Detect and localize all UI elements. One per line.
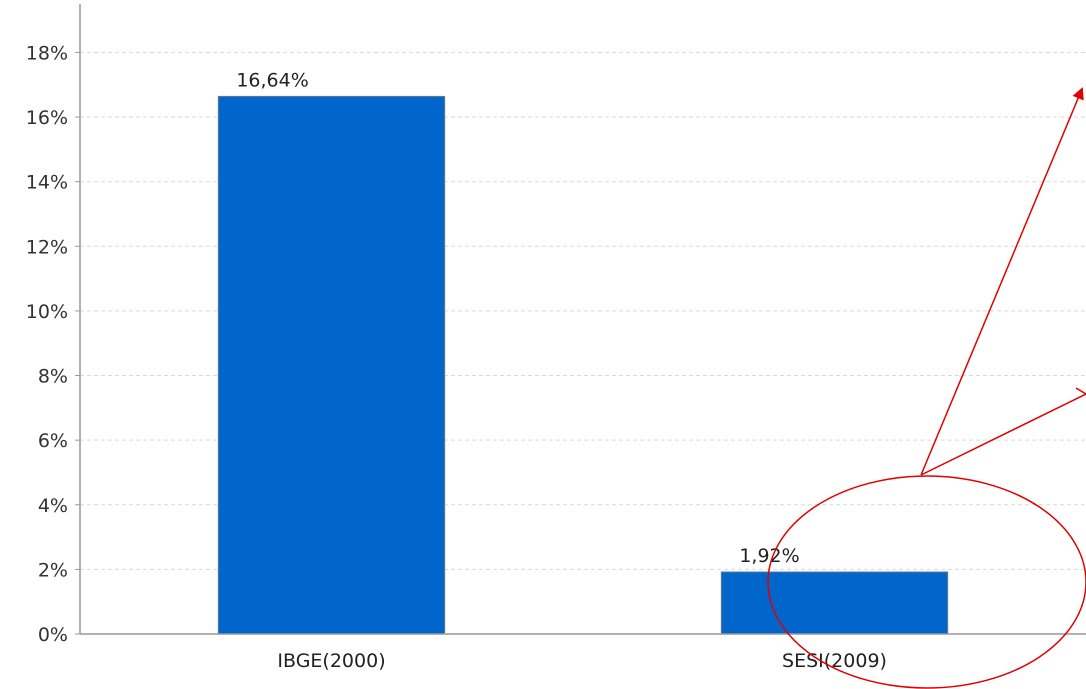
highlight-annotation [767, 87, 1086, 689]
bars [217, 95, 949, 635]
y-axis-ticks: 0% 2% 4% 6% 8% 10% 12% 14% 16% 18% [26, 42, 80, 646]
bar-value-label: 1,92% [739, 545, 799, 567]
highlight-ellipse [767, 475, 1086, 689]
bar-sesi-2009 [720, 571, 949, 635]
x-axis-categories: IBGE(2000) SESI(2009) [277, 650, 887, 672]
bar-value-label: 16,64% [236, 69, 308, 91]
y-tick-label: 0% [38, 624, 68, 646]
y-tick-label: 18% [26, 42, 68, 64]
x-category-label: SESI(2009) [782, 650, 887, 672]
annotation-arrow-upper [920, 87, 1084, 476]
bar-ibge-2000 [217, 95, 446, 635]
y-tick-label: 8% [38, 366, 68, 388]
annotation-arrow-lower [920, 393, 1086, 476]
annotation-arrow-lower-tip [1075, 387, 1086, 395]
y-tick-label: 2% [38, 559, 68, 581]
y-tick-label: 4% [38, 495, 68, 517]
y-tick-label: 6% [38, 430, 68, 452]
x-category-label: IBGE(2000) [277, 650, 385, 672]
y-tick-label: 12% [26, 236, 68, 258]
data-labels: 16,64% 1,92% [236, 69, 799, 567]
y-tick-label: 14% [26, 172, 68, 194]
y-tick-label: 16% [26, 107, 68, 129]
y-tick-label: 10% [26, 301, 68, 323]
